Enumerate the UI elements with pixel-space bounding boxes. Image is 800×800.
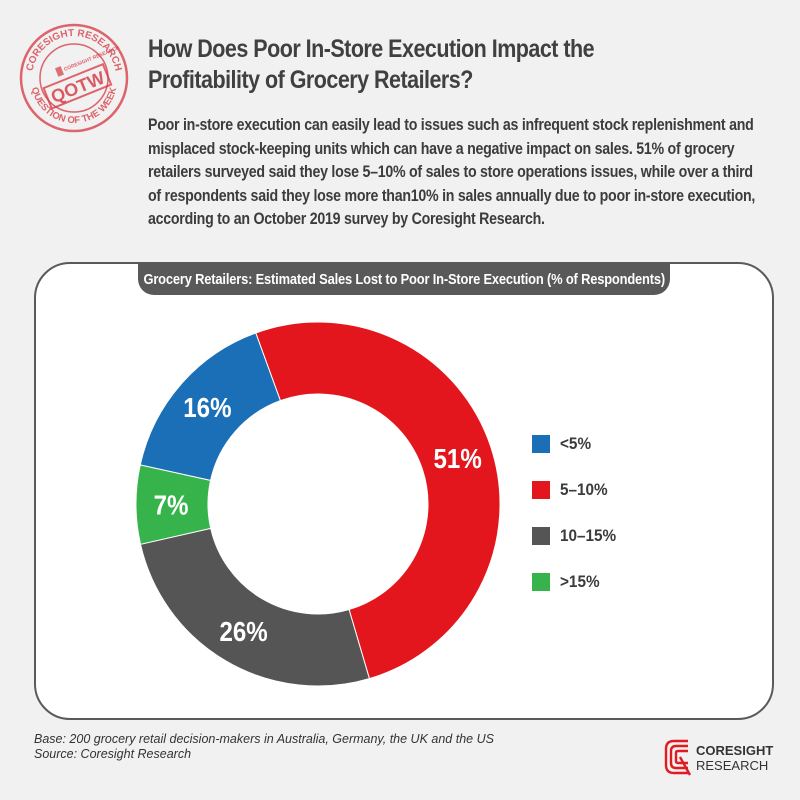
intro-paragraph: Poor in-store execution can easily lead … <box>148 116 756 228</box>
qotw-stamp: CORESIGHT RESEARCH QUESTION OF THE WEEK … <box>19 23 129 133</box>
footnote: Base: 200 grocery retail decision-makers… <box>34 732 494 762</box>
donut-label-2: 26% <box>220 615 268 647</box>
coresight-logo: CORESIGHT RESEARCH <box>664 739 773 776</box>
footnote-base: Base: 200 grocery retail decision-makers… <box>34 732 494 746</box>
legend-swatch-1 <box>532 480 550 499</box>
legend-item-3: >15% <box>532 568 712 595</box>
legend-item-1: 5–10% <box>532 476 712 503</box>
donut-slice-1 <box>255 321 501 680</box>
page-title: How Does Poor In-Store Execution Impact … <box>148 34 681 96</box>
donut-label-1: 51% <box>434 442 482 474</box>
legend-item-2: 10–15% <box>532 522 712 549</box>
donut-slice-2 <box>139 527 371 687</box>
footnote-source: Source: Coresight Research <box>34 747 192 761</box>
legend-swatch-2 <box>532 526 550 545</box>
logo-line-1: CORESIGHT <box>696 743 773 758</box>
legend-label-3: >15% <box>560 571 600 591</box>
chart-legend: <5% 5–10% 10–15% >15% <box>532 430 712 614</box>
chart-title: Grocery Retailers: Estimated Sales Lost … <box>138 263 670 295</box>
donut-slice-0 <box>139 332 282 481</box>
legend-label-2: 10–15% <box>560 525 617 545</box>
legend-item-0: <5% <box>532 430 712 457</box>
title-line-2: Profitability of Grocery Retailers? <box>148 66 473 94</box>
legend-swatch-0 <box>532 434 550 453</box>
donut-label-0: 16% <box>183 391 231 423</box>
legend-swatch-3 <box>532 572 550 591</box>
logo-line-2: RESEARCH <box>696 758 768 773</box>
legend-label-1: 5–10% <box>560 479 608 499</box>
chart-title-text: Grocery Retailers: Estimated Sales Lost … <box>143 270 665 288</box>
donut-label-3: 7% <box>154 489 189 521</box>
title-line-1: How Does Poor In-Store Execution Impact … <box>148 35 595 63</box>
legend-label-0: <5% <box>560 433 592 453</box>
